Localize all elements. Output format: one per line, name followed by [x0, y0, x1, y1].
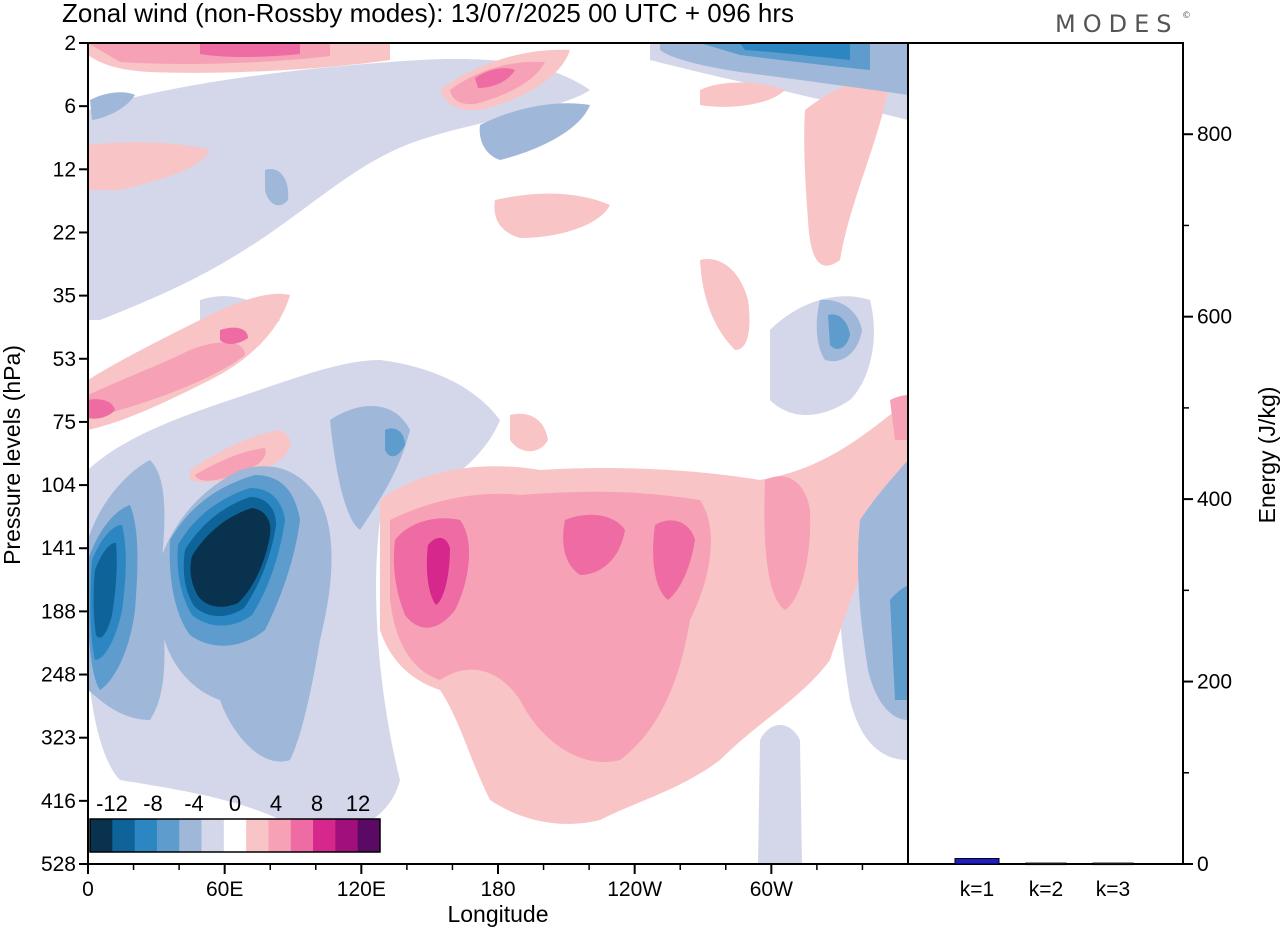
- colorbar-swatch: [134, 819, 158, 852]
- x-axis-label: Longitude: [447, 901, 548, 927]
- colorbar-swatch: [290, 819, 314, 852]
- energy-tick-label: 400: [1197, 488, 1232, 511]
- y-tick-label: 75: [53, 411, 76, 434]
- energy-tick-label: 200: [1197, 671, 1232, 694]
- colorbar-swatch: [246, 819, 269, 852]
- colorbar: [89, 818, 381, 853]
- x-tick-label: 60E: [206, 878, 243, 901]
- x-axis-ticks: 0 60E 120E 180 120W 60W: [82, 864, 864, 901]
- energy-axis-ticks: 0 200 400 600 800: [1183, 123, 1232, 876]
- energy-bars: k=1 k=2 k=3: [954, 858, 1134, 901]
- y-tick-label: 22: [53, 221, 76, 244]
- energy-tick-label: 800: [1197, 123, 1232, 146]
- y-tick-label: 12: [53, 158, 76, 181]
- colorbar-frame: [89, 818, 381, 853]
- colorbar-swatch: [223, 819, 247, 852]
- energy-panel-frame: [907, 42, 1184, 865]
- y-tick-label: 248: [41, 664, 76, 687]
- colorbar-swatch: [313, 819, 336, 852]
- colorbar-tick-label: 4: [270, 791, 282, 816]
- colorbar-tick-label: 12: [346, 791, 370, 816]
- x-tick-label: 120E: [337, 878, 386, 901]
- colorbar-swatch: [201, 819, 225, 852]
- energy-category-label: k=3: [1096, 878, 1130, 901]
- y-tick-label: 2: [64, 32, 76, 55]
- x-tick-label: 60W: [750, 878, 793, 901]
- colorbar-swatch: [90, 819, 113, 852]
- colorbar-swatch: [179, 819, 203, 852]
- y-tick-label: 53: [53, 348, 76, 371]
- energy-category-label: k=1: [960, 878, 994, 901]
- y-tick-label: 188: [41, 600, 76, 623]
- energy-bar: [1092, 862, 1134, 866]
- y-tick-label: 528: [41, 853, 76, 876]
- y-axis-label: Pressure levels (hPa): [0, 345, 25, 565]
- colorbar-swatch: [268, 819, 292, 852]
- y-tick-label: 416: [41, 790, 76, 813]
- colorbar-swatch: [112, 819, 136, 852]
- energy-axis-label: Energy (J/kg): [1254, 387, 1280, 524]
- colorbar-swatch: [335, 819, 359, 852]
- y-tick-label: 104: [41, 474, 76, 497]
- colorbar-swatch: [357, 819, 381, 852]
- heatmap-field: [88, 43, 908, 864]
- x-tick-label: 120W: [607, 878, 662, 901]
- colorbar-tick-label: -8: [143, 791, 163, 816]
- energy-bar: [954, 858, 1000, 865]
- y-axis-ticks: 2 6 12 22 35 53 75 104 141 188 248 323 416 528: [41, 32, 88, 876]
- colorbar-swatch: [156, 819, 180, 852]
- colorbar-tick-label: 0: [229, 791, 241, 816]
- energy-tick-label: 0: [1197, 853, 1209, 876]
- energy-tick-label: 600: [1197, 306, 1232, 329]
- chart-title: Zonal wind (non-Rossby modes): 13/07/202…: [62, 0, 794, 28]
- energy-bar: [1025, 862, 1067, 866]
- x-tick-label: 0: [82, 878, 94, 901]
- y-tick-label: 323: [41, 727, 76, 750]
- energy-category-label: k=2: [1029, 878, 1063, 901]
- y-tick-label: 141: [41, 537, 76, 560]
- y-tick-label: 6: [64, 95, 76, 118]
- y-tick-label: 35: [53, 285, 76, 308]
- colorbar-tick-label: 8: [311, 791, 323, 816]
- colorbar-tick-labels: -12 -8 -4 0 4 8 12: [96, 791, 370, 816]
- logo-trademark-mark: ©: [1182, 11, 1191, 21]
- x-tick-label: 180: [480, 878, 515, 901]
- colorbar-tick-label: -4: [184, 791, 204, 816]
- colorbar-tick-label: -12: [96, 791, 128, 816]
- modes-logo: MODES: [1055, 10, 1178, 38]
